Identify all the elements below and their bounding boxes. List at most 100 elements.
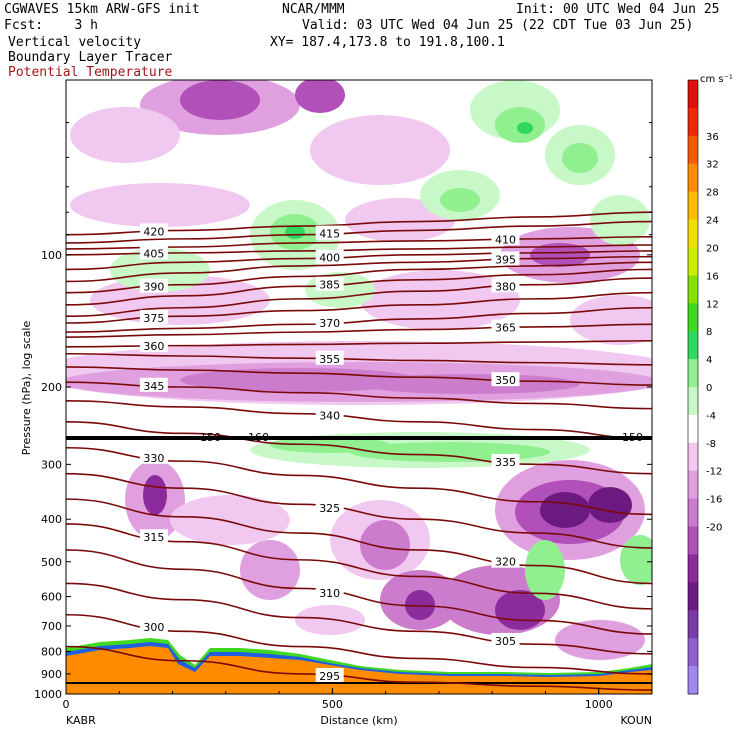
- colorbar-swatch: [688, 219, 698, 248]
- theta-label-bg: [315, 584, 344, 599]
- y-tick-label: 300: [41, 458, 62, 471]
- colorbar-tick-label: -12: [706, 467, 722, 478]
- theta-contour-label: 420: [143, 225, 164, 238]
- y-tick-label: 200: [41, 381, 62, 394]
- theta-label-bg: [139, 449, 168, 464]
- theta-contour-line: [66, 352, 652, 366]
- x-axis: 0 500 1000: [63, 688, 653, 711]
- theta-contour-line: [66, 250, 652, 271]
- theta-label-bg: [315, 407, 344, 422]
- theta-contour-labels: 420 415 410 405 400 395 390 385 380 375 370 365 360 3…: [139, 223, 520, 683]
- theta-contour-label: 400: [319, 252, 340, 265]
- x-endpoint-end: KOUN: [620, 714, 652, 727]
- theta-label-bg: [139, 245, 168, 260]
- theta-contour-line: [66, 549, 652, 635]
- theta-contour-line: [66, 472, 652, 549]
- theta-contour-line: [66, 420, 652, 475]
- theta-contour-label: 365: [495, 322, 516, 335]
- colorbar-tick-label: 28: [706, 188, 719, 199]
- colorbar-tick-label: 20: [706, 243, 719, 254]
- y-tick-label: 400: [41, 513, 62, 526]
- colorbar-swatch: [688, 554, 698, 583]
- theta-label-bg: [491, 319, 520, 334]
- colorbar-swatch: [688, 526, 698, 555]
- theta-contour-label: 415: [319, 228, 340, 241]
- theta-contour-label: 370: [319, 317, 340, 330]
- y-tick-label: 1000: [34, 688, 62, 701]
- colorbar-swatch: [688, 247, 698, 276]
- theta-label-bg: [315, 225, 344, 240]
- colorbar-swatch: [688, 331, 698, 360]
- colorbar-tick-label: -8: [706, 439, 716, 450]
- theta-contour-label: 380: [495, 280, 516, 293]
- theta-contour-line: [66, 220, 652, 244]
- colorbar-swatch: [688, 275, 698, 304]
- theta-label-bg: [491, 278, 520, 293]
- theta-label-bg: [139, 309, 168, 324]
- theta-contour-line: [66, 645, 652, 691]
- theta-contour-label: 300: [143, 621, 164, 634]
- field-label-potential-temperature: Potential Temperature: [8, 65, 173, 80]
- valid-time: Valid: 03 UTC Wed 04 Jun 25 (22 CDT Tue …: [302, 18, 694, 33]
- colorbar-swatch: [688, 191, 698, 221]
- theta-label-bg: [315, 249, 344, 264]
- theta-contour-label: 335: [495, 456, 516, 469]
- theta-label-bg: [315, 667, 344, 682]
- x-tick-label: 500: [322, 698, 343, 711]
- theta-contour-line: [66, 399, 652, 440]
- colorbar-tick-label: 32: [706, 160, 719, 171]
- vertical-velocity-field: [66, 80, 652, 694]
- theta-label-bg: [139, 529, 168, 544]
- colorbar-swatch: [688, 470, 698, 500]
- theta-contour-label: 405: [143, 247, 164, 260]
- theta-contour-label: 330: [143, 452, 164, 465]
- tropopause-label: 160: [248, 431, 269, 444]
- y-axis-label: Pressure (hPa), log scale: [20, 321, 33, 456]
- colorbar-tick-label: 24: [706, 216, 719, 227]
- forecast-hour: Fcst: 3 h: [4, 18, 98, 33]
- x-tick-label: 0: [63, 698, 70, 711]
- colorbar-tick-label: 12: [706, 299, 719, 310]
- init-time: Init: 00 UTC Wed 04 Jun 25: [516, 2, 720, 17]
- theta-contour-line: [66, 323, 652, 338]
- theta-label-bg: [315, 276, 344, 291]
- tropopause-label: 150: [200, 431, 221, 444]
- theta-contour-label: 320: [495, 556, 516, 569]
- colorbar-units: cm s⁻¹: [700, 74, 733, 85]
- colorbar-swatch: [688, 582, 698, 611]
- y-axis: 100 200 300 400 500 600 700 800 900 1000: [34, 122, 652, 701]
- theta-label-bg: [139, 377, 168, 392]
- theta-label-bg: [139, 223, 168, 238]
- theta-contour-line: [66, 498, 652, 585]
- theta-label-bg: [139, 278, 168, 293]
- colorbar-swatch: [688, 359, 698, 388]
- organization-label: NCAR/MMM: [282, 2, 345, 17]
- colorbar-swatch: [688, 498, 698, 528]
- theta-contour-label: 315: [143, 531, 164, 544]
- theta-contour-label: 410: [495, 233, 516, 246]
- colorbar-swatch: [688, 163, 698, 193]
- y-tick-label: 600: [41, 591, 62, 604]
- theta-contour-label: 305: [495, 635, 516, 648]
- theta-label-bg: [491, 632, 520, 647]
- colorbar-swatch: [688, 135, 698, 165]
- theta-contour-label: 395: [495, 253, 516, 266]
- theta-contour-label: 325: [319, 502, 340, 515]
- theta-contour-line: [66, 277, 652, 318]
- cross-section-endpoints: XY= 187.4,173.8 to 191.8,100.1: [270, 35, 505, 50]
- colorbar-tick-label: -20: [706, 523, 722, 534]
- theta-label-bg: [315, 500, 344, 515]
- theta-contour-line: [66, 306, 652, 333]
- theta-contour-label: 390: [143, 281, 164, 294]
- colorbar-swatch: [688, 303, 698, 332]
- colorbar-tick-label: 4: [706, 355, 712, 366]
- tropopause-label: 150: [622, 431, 643, 444]
- theta-label-bg: [315, 350, 344, 365]
- colorbar-tick-label: -16: [706, 495, 722, 506]
- y-tick-label: 100: [41, 249, 62, 262]
- x-axis-label: Distance (km): [320, 714, 397, 727]
- theta-label-bg: [139, 337, 168, 352]
- theta-label-bg: [491, 553, 520, 568]
- field-label-boundary-layer-tracer: Boundary Layer Tracer: [8, 50, 173, 65]
- theta-label-bg: [315, 314, 344, 329]
